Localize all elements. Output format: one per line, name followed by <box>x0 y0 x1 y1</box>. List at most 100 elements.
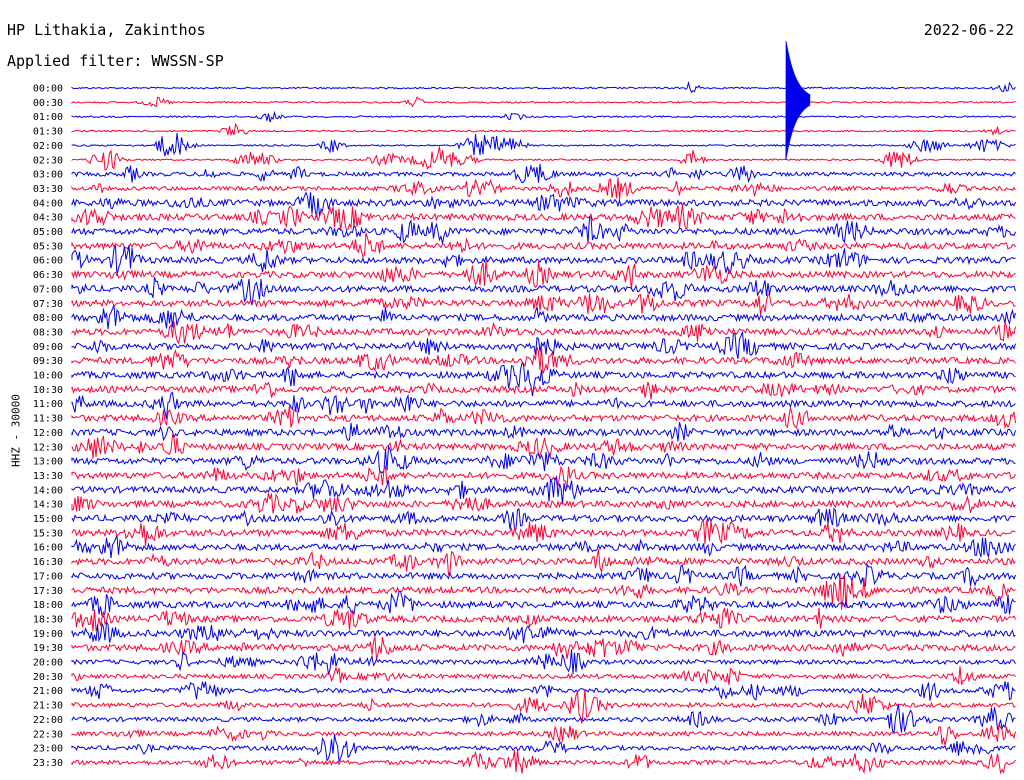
trace-line <box>71 666 1016 686</box>
row-time-label: 12:00 <box>33 428 63 439</box>
row-time-label: 11:30 <box>33 414 63 425</box>
row-time-label: 16:00 <box>33 543 63 554</box>
row-time-label: 04:00 <box>33 198 63 209</box>
row-time-label: 07:30 <box>33 299 63 310</box>
row-time-label: 03:00 <box>33 170 63 181</box>
trace-line <box>71 96 1016 108</box>
row-time-label: 16:30 <box>33 557 63 568</box>
trace-line <box>71 405 1016 430</box>
trace-line <box>71 688 1016 724</box>
trace-line <box>71 562 1016 587</box>
row-time-label: 17:30 <box>33 586 63 597</box>
trace-line <box>71 304 1016 330</box>
trace-line <box>71 293 1016 316</box>
date-label: 2022-06-22 <box>923 21 1014 39</box>
trace-line <box>71 750 1016 775</box>
trace-line <box>71 723 1016 746</box>
trace-line <box>71 477 1016 505</box>
trace-line <box>71 734 1016 763</box>
trace-line <box>71 649 1016 675</box>
row-time-label: 10:00 <box>33 371 63 382</box>
trace-line <box>71 573 1016 610</box>
row-time-label: 17:00 <box>33 571 63 582</box>
trace-line <box>71 204 1016 231</box>
trace-line <box>71 636 1016 660</box>
row-time-label: 11:00 <box>33 399 63 410</box>
trace-line <box>71 331 1016 360</box>
row-time-label: 10:30 <box>33 385 63 396</box>
row-time-label: 19:00 <box>33 629 63 640</box>
trace-line <box>71 110 1016 123</box>
row-time-label: 09:00 <box>33 342 63 353</box>
trace-line <box>71 321 1016 345</box>
trace-line <box>71 681 1016 701</box>
row-time-label: 06:30 <box>33 270 63 281</box>
row-time-label: 01:00 <box>33 112 63 123</box>
row-time-label: 21:30 <box>33 701 63 712</box>
filter-label: Applied filter: WWSSN-SP <box>7 52 224 70</box>
row-time-label: 20:30 <box>33 672 63 683</box>
trace-line <box>71 133 1016 157</box>
row-time-label: 21:00 <box>33 686 63 697</box>
row-time-label: 00:30 <box>33 98 63 109</box>
row-time-label: 07:00 <box>33 284 63 295</box>
row-time-label: 14:00 <box>33 485 63 496</box>
row-time-label: 08:30 <box>33 327 63 338</box>
trace-line <box>71 260 1016 290</box>
trace-line <box>71 244 1016 277</box>
trace-line <box>71 703 1016 734</box>
row-time-label: 23:00 <box>33 744 63 755</box>
row-time-label: 02:30 <box>33 155 63 166</box>
trace-line <box>71 177 1016 200</box>
row-time-label: 08:00 <box>33 313 63 324</box>
row-time-label: 04:30 <box>33 213 63 224</box>
row-time-label: 23:30 <box>33 758 63 769</box>
row-time-label: 06:00 <box>33 256 63 267</box>
trace-line <box>71 607 1016 632</box>
trace-line <box>71 492 1016 514</box>
trace-line <box>71 518 1016 546</box>
row-time-label: 15:00 <box>33 514 63 525</box>
row-time-label: 13:00 <box>33 457 63 468</box>
trace-line <box>71 362 1016 397</box>
trace-line <box>71 507 1016 531</box>
trace-line <box>71 346 1016 374</box>
trace-line <box>71 232 1016 258</box>
row-time-label: 19:30 <box>33 643 63 654</box>
row-time-label: 05:00 <box>33 227 63 238</box>
trace-line <box>71 535 1016 559</box>
trace-line <box>71 433 1016 459</box>
trace-line <box>71 216 1016 244</box>
row-time-label: 02:00 <box>33 141 63 152</box>
row-time-label: 03:30 <box>33 184 63 195</box>
trace-line <box>71 80 1016 94</box>
trace-line <box>71 276 1016 306</box>
row-time-label: 22:30 <box>33 729 63 740</box>
trace-line <box>71 549 1016 576</box>
station-title: HP Lithakia, Zakinthos <box>7 21 206 39</box>
trace-line <box>71 391 1016 420</box>
row-time-label: 20:00 <box>33 658 63 669</box>
row-time-label: 22:00 <box>33 715 63 726</box>
trace-line <box>71 464 1016 489</box>
row-time-label: 01:30 <box>33 127 63 138</box>
trace-line <box>71 422 1016 442</box>
trace-line <box>71 444 1016 474</box>
trace-line <box>71 381 1016 400</box>
trace-line <box>71 122 1016 137</box>
row-time-label: 13:30 <box>33 471 63 482</box>
event-trace <box>785 41 811 161</box>
row-time-label: 05:30 <box>33 241 63 252</box>
trace-line <box>71 590 1016 618</box>
trace-line <box>71 620 1016 644</box>
trace-line <box>71 146 1016 171</box>
row-time-label: 00:00 <box>33 84 63 95</box>
row-time-label: 12:30 <box>33 442 63 453</box>
row-time-label: 09:30 <box>33 356 63 367</box>
trace-line <box>71 163 1016 184</box>
row-time-label: 18:00 <box>33 600 63 611</box>
row-time-label: 15:30 <box>33 528 63 539</box>
row-time-label: 18:30 <box>33 614 63 625</box>
row-time-label: 14:30 <box>33 500 63 511</box>
trace-line <box>71 191 1016 218</box>
